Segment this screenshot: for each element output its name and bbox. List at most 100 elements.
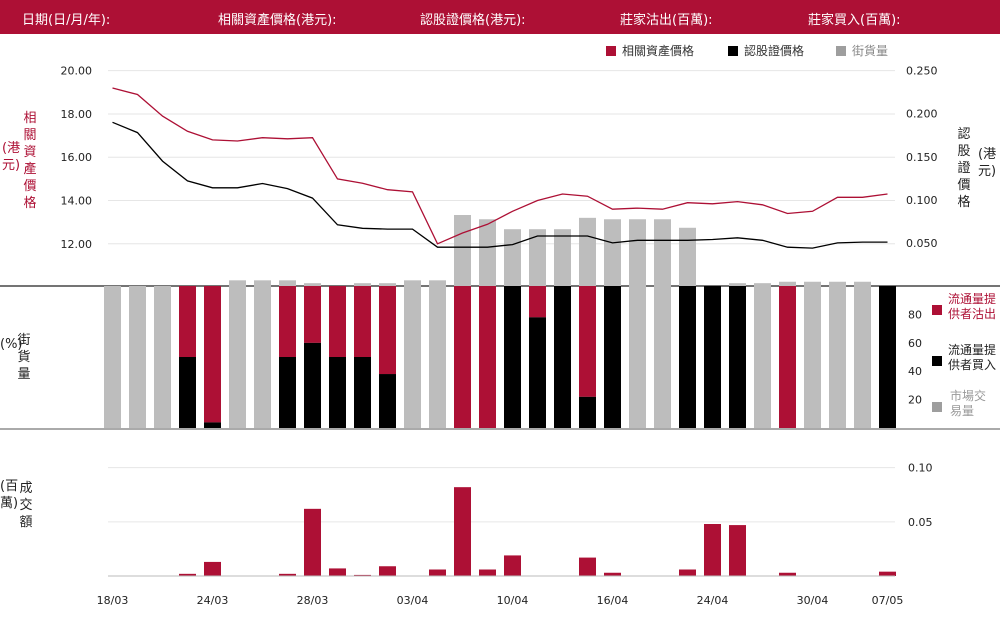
- header-underlying-price: 相關資產價格(港元):: [218, 13, 337, 28]
- turnover-bar: [504, 555, 521, 576]
- x-tick-label: 18/03: [97, 594, 129, 607]
- mm-sell-bar: [304, 286, 321, 343]
- mm-sell-bar: [379, 286, 396, 375]
- mm-sell-bar: [329, 286, 346, 357]
- outstanding-bar: [804, 281, 821, 428]
- mid-legend-market-swatch: [932, 402, 942, 412]
- turnover-bar: [429, 569, 446, 576]
- mm-sell-bar: [354, 286, 371, 357]
- header-date: 日期(日/月/年):: [22, 13, 111, 28]
- header-mm-sell: 莊家沽出(百萬):: [620, 13, 713, 28]
- turnover-bar: [454, 487, 471, 576]
- legend-warrant[interactable]: 認股證價格: [728, 42, 804, 59]
- x-tick-label: 28/03: [297, 594, 329, 607]
- right-price-tick-label: 0.150: [906, 151, 938, 164]
- outstanding-bar: [254, 280, 271, 428]
- turnover-tick-label: 0.05: [908, 516, 933, 529]
- left-price-tick-label: 14.00: [61, 195, 93, 208]
- mm-buy-bar: [554, 286, 571, 428]
- right-price-tick-label: 0.250: [906, 65, 938, 78]
- x-tick-label: 24/04: [697, 594, 729, 607]
- legend-underlying[interactable]: 相關資產價格: [606, 42, 694, 59]
- mm-sell-bar: [479, 286, 496, 428]
- header-mm-buy: 莊家買入(百萬):: [808, 13, 901, 28]
- mm-buy-bar: [354, 357, 371, 428]
- x-tick-label: 03/04: [397, 594, 429, 607]
- mm-buy-bar: [704, 286, 721, 428]
- x-tick-label: 07/05: [872, 594, 904, 607]
- legend-outstanding-label: 街貨量: [852, 44, 889, 58]
- mm-sell-bar: [179, 286, 196, 357]
- legend-warrant-swatch: [728, 46, 738, 56]
- mm-buy-bar: [604, 286, 621, 428]
- x-tick-label: 16/04: [597, 594, 629, 607]
- left-turnover-unit: (百萬): [0, 479, 19, 511]
- left-outstanding-title: 街貨量: [17, 333, 31, 382]
- turnover-tick-label: 0.10: [908, 462, 933, 475]
- right-price-title: 認股證價格: [957, 127, 971, 210]
- outstanding-bar: [654, 219, 671, 428]
- outstanding-bar: [229, 280, 246, 428]
- left-turnover-title: 成交額: [19, 481, 33, 530]
- mm-buy-bar: [204, 422, 221, 428]
- outstanding-bar: [754, 283, 771, 428]
- left-price-tick-label: 20.00: [61, 65, 93, 78]
- legend-outstanding[interactable]: 街貨量: [836, 42, 888, 59]
- mm-sell-bar: [779, 286, 796, 428]
- legend-warrant-label: 認股證價格: [744, 44, 805, 58]
- left-price-title: 相關資產價格: [23, 111, 37, 211]
- outstanding-tick-label: 80: [908, 308, 922, 321]
- turnover-bar: [304, 508, 321, 576]
- right-price-tick-label: 0.100: [906, 194, 938, 207]
- mid-legend-buy-label: 流通量提供者買入: [948, 343, 997, 372]
- turnover-bar: [329, 568, 346, 576]
- turnover-bar: [729, 525, 746, 576]
- turnover-bar: [604, 572, 621, 576]
- outstanding-bar: [429, 280, 446, 428]
- turnover-bar: [479, 569, 496, 576]
- mm-buy-bar: [504, 286, 521, 428]
- turnover-bar: [879, 571, 896, 576]
- mm-buy-bar: [679, 286, 696, 428]
- outstanding-bar: [854, 281, 871, 428]
- left-price-tick-label: 12.00: [61, 238, 93, 251]
- mm-sell-bar: [454, 286, 471, 428]
- outstanding-bar: [104, 286, 121, 428]
- mid-legend-buy-swatch: [932, 356, 942, 366]
- turnover-bar: [279, 573, 296, 576]
- outstanding-tick-label: 20: [908, 394, 922, 407]
- right-price-tick-label: 0.050: [906, 237, 938, 250]
- mid-legend-market-label: 市場交易量: [950, 389, 987, 418]
- header-warrant-price: 認股證價格(港元):: [420, 13, 526, 28]
- mid-legend-sell-label: 流通量提供者沽出: [948, 292, 997, 321]
- mm-sell-bar: [204, 286, 221, 423]
- turnover-bar: [179, 573, 196, 576]
- turnover-bar: [354, 574, 371, 576]
- x-tick-label: 30/04: [797, 594, 829, 607]
- mm-buy-bar: [379, 374, 396, 428]
- turnover-bar: [704, 524, 721, 576]
- turnover-bar: [679, 569, 696, 576]
- mm-buy-bar: [179, 357, 196, 428]
- turnover-bar: [779, 572, 796, 576]
- info-header: 日期(日/月/年): 相關資產價格(港元): 認股證價格(港元): 莊家沽出(百…: [0, 0, 1000, 34]
- legend-underlying-swatch: [606, 46, 616, 56]
- mm-buy-bar: [529, 317, 546, 428]
- outstanding-bar: [154, 286, 171, 428]
- right-price-tick-label: 0.200: [906, 108, 938, 121]
- outstanding-bar: [829, 281, 846, 428]
- left-price-tick-label: 16.00: [61, 151, 93, 164]
- mm-buy-bar: [329, 357, 346, 428]
- x-tick-label: 24/03: [197, 594, 229, 607]
- left-price-tick-label: 18.00: [61, 108, 93, 121]
- legend-outstanding-swatch: [836, 46, 846, 56]
- outstanding-bar: [129, 286, 146, 428]
- turnover-bar: [204, 561, 221, 576]
- outstanding-bar: [404, 280, 421, 428]
- warrant-price-line: [112, 121, 888, 249]
- mm-buy-bar: [729, 286, 746, 428]
- outstanding-tick-label: 40: [908, 365, 922, 378]
- mm-buy-bar: [879, 286, 896, 428]
- turnover-bar: [379, 566, 396, 576]
